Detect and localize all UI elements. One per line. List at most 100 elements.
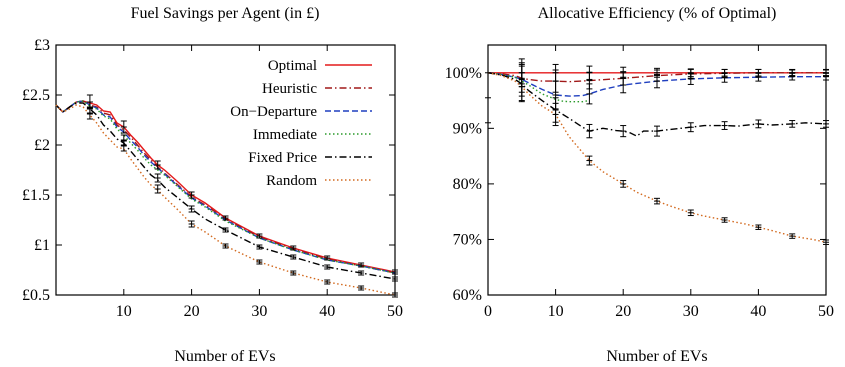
legend-item-optimal: Optimal bbox=[268, 58, 372, 74]
x-tick-label: 10 bbox=[116, 303, 132, 320]
legend-item-random: Random bbox=[266, 173, 372, 189]
error-bar-fixed-price bbox=[222, 227, 229, 233]
error-bar-random bbox=[518, 72, 525, 102]
y-tick-label: £2 bbox=[34, 137, 50, 154]
x-tick-label: 10 bbox=[548, 303, 564, 320]
error-bar-optimal bbox=[256, 233, 263, 239]
fuel-savings-plot-frame bbox=[55, 44, 396, 296]
fuel-savings-error-bars bbox=[86, 94, 398, 298]
error-bar-optimal bbox=[392, 269, 398, 275]
error-bar-fixed-price bbox=[586, 123, 593, 139]
allocative-efficiency-ticks: 0 10 20 30 40 50 60% 70% 80% 90% 100% bbox=[445, 45, 834, 320]
error-bar-random bbox=[222, 243, 229, 249]
fuel-savings-lines bbox=[55, 100, 396, 296]
y-tick-label: 100% bbox=[445, 65, 482, 82]
error-bar-on-departure bbox=[586, 83, 593, 105]
error-bar-random bbox=[86, 106, 93, 120]
series-line-fixed-price bbox=[55, 102, 396, 280]
error-bar-optimal bbox=[154, 160, 161, 170]
error-bar-optimal bbox=[358, 262, 365, 268]
error-bar-on-departure bbox=[823, 72, 829, 81]
y-tick-label: 90% bbox=[453, 120, 482, 137]
x-tick-label: 20 bbox=[615, 303, 631, 320]
series-line-random bbox=[55, 104, 396, 296]
x-tick-label: 30 bbox=[251, 303, 267, 320]
x-tick-label: 50 bbox=[818, 303, 834, 320]
error-bar-random bbox=[755, 224, 762, 230]
error-bar-fixed-price bbox=[721, 121, 728, 130]
allocative-efficiency-plot-frame bbox=[487, 44, 827, 296]
allocative-efficiency-title: Allocative Efficiency (% of Optimal) bbox=[538, 5, 777, 22]
error-bar-fixed-price bbox=[654, 125, 660, 137]
allocative-efficiency-xlabel: Number of EVs bbox=[606, 348, 707, 365]
error-bar-fixed-price bbox=[789, 120, 796, 128]
error-bar-optimal bbox=[222, 215, 229, 221]
series-line-immediate bbox=[55, 100, 396, 274]
allocative-efficiency-error-bars bbox=[485, 58, 829, 245]
error-bar-random bbox=[654, 197, 660, 205]
x-tick-label: 50 bbox=[387, 303, 403, 320]
legend-label: Heuristic bbox=[262, 81, 317, 97]
error-bar-on-departure bbox=[687, 72, 694, 85]
error-bar-on-departure bbox=[789, 72, 796, 81]
fuel-savings-chart: Fuel Savings per Agent (in £) Number of … bbox=[22, 5, 403, 365]
error-bar-random bbox=[188, 220, 195, 228]
error-bar-fixed-price bbox=[687, 122, 694, 133]
error-bar-random bbox=[823, 239, 829, 245]
error-bar-random bbox=[552, 102, 559, 127]
y-tick-label: £0.5 bbox=[22, 287, 50, 304]
y-tick-label: £3 bbox=[34, 37, 50, 54]
error-bar-fixed-price bbox=[324, 264, 331, 270]
error-bar-random bbox=[687, 209, 694, 217]
error-bar-random bbox=[154, 184, 161, 194]
allocative-efficiency-chart: Allocative Efficiency (% of Optimal) Num… bbox=[445, 5, 834, 365]
error-bar-random bbox=[789, 233, 796, 239]
error-bar-fixed-price bbox=[358, 270, 365, 276]
error-bar-on-departure bbox=[620, 76, 627, 94]
x-tick-label: 30 bbox=[683, 303, 699, 320]
error-bar-optimal bbox=[188, 191, 195, 199]
fuel-savings-xlabel: Number of EVs bbox=[174, 348, 275, 365]
error-bar-fixed-price bbox=[620, 125, 627, 138]
error-bar-random bbox=[290, 270, 297, 276]
legend-label: Fixed Price bbox=[248, 150, 317, 166]
error-bar-random bbox=[586, 155, 593, 166]
legend-item-on-departure: On−Departure bbox=[230, 104, 372, 120]
error-bar-random bbox=[256, 259, 263, 265]
error-bar-optimal bbox=[120, 120, 127, 134]
error-bar-fixed-price bbox=[188, 205, 195, 213]
y-tick-label: 60% bbox=[453, 287, 482, 304]
y-tick-label: 80% bbox=[453, 176, 482, 193]
legend-label: Random bbox=[266, 173, 317, 189]
series-line-on-departure bbox=[487, 72, 826, 97]
error-bar-fixed-price bbox=[154, 173, 161, 183]
x-tick-label: 0 bbox=[484, 303, 492, 320]
error-bar-on-departure bbox=[654, 73, 660, 89]
fuel-savings-title: Fuel Savings per Agent (in £) bbox=[131, 5, 320, 22]
error-bar-fixed-price bbox=[256, 244, 263, 250]
legend-item-immediate: Immediate bbox=[253, 127, 372, 143]
legend-item-fixed-price: Fixed Price bbox=[248, 150, 372, 166]
legend-item-heuristic: Heuristic bbox=[262, 81, 372, 97]
y-tick-label: £1 bbox=[34, 237, 50, 254]
legend-label: On−Departure bbox=[230, 104, 317, 120]
error-bar-fixed-price bbox=[755, 119, 762, 129]
legend: Optimal Heuristic On−Departure Immediate Fix… bbox=[230, 58, 372, 189]
error-bar-random bbox=[620, 180, 627, 188]
error-bar-fixed-price bbox=[823, 120, 829, 128]
x-tick-label: 40 bbox=[319, 303, 335, 320]
legend-label: Optimal bbox=[268, 58, 317, 74]
x-tick-label: 40 bbox=[750, 303, 766, 320]
allocative-efficiency-lines bbox=[487, 72, 827, 243]
error-bar-random bbox=[120, 140, 127, 152]
error-bar-fixed-price bbox=[290, 254, 297, 260]
error-bar-on-departure bbox=[721, 72, 728, 83]
x-tick-label: 20 bbox=[184, 303, 200, 320]
error-bar-random bbox=[721, 217, 728, 223]
error-bar-optimal bbox=[290, 245, 297, 251]
y-tick-label: £1.5 bbox=[22, 187, 50, 204]
error-bar-optimal bbox=[324, 255, 331, 261]
legend-label: Immediate bbox=[253, 127, 317, 143]
error-bar-heuristic bbox=[485, 72, 491, 124]
